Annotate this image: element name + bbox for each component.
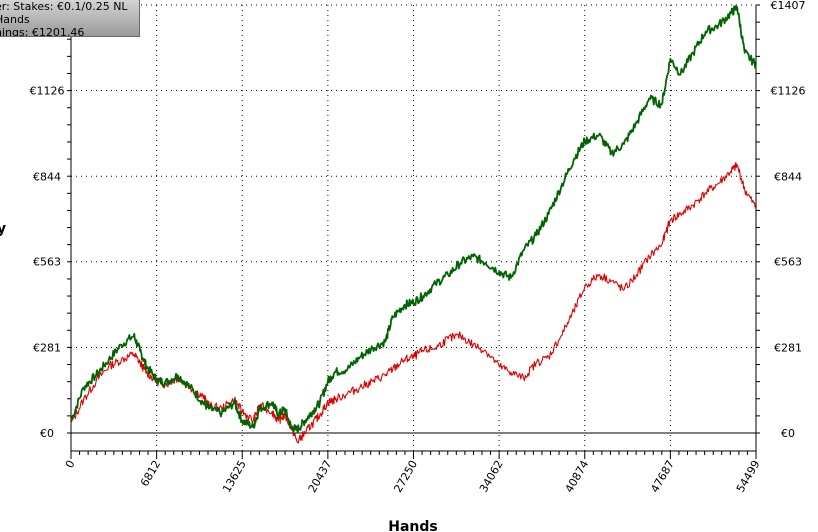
y-tick-label-right: €281 — [774, 342, 802, 355]
x-tick-label: 54499 — [734, 458, 763, 495]
y-tick-label-left: €1126 — [30, 84, 65, 97]
x-tick-label: 47687 — [648, 458, 677, 495]
series-lines — [70, 5, 757, 444]
x-axis-title: Hands — [388, 519, 438, 532]
y-tick-label-right: €563 — [774, 256, 802, 269]
x-tick-label: 0 — [63, 458, 78, 471]
y-tick-label-left: €844 — [33, 170, 61, 183]
legend-box: er: Stakes: €0.1/0.25 NL Hands nings: €1… — [0, 0, 140, 37]
legend-stakes: er: Stakes: €0.1/0.25 NL — [0, 0, 128, 13]
y-tick-label-right: €0 — [781, 427, 795, 440]
x-tick-label: 40874 — [563, 458, 592, 495]
legend-hands: Hands — [0, 13, 30, 26]
chart-frame — [67, 4, 760, 459]
tick-labels: €0 €0 €281 €281 €563 €563 €844 €844 €1126 €1126 €1… — [30, 0, 806, 495]
x-tick-label: 27250 — [391, 458, 420, 495]
y-tick-label-left: €0 — [40, 427, 54, 440]
y-tick-label-right: €1407 — [771, 0, 806, 12]
legend-winnings: nings: €1201.46 — [0, 26, 85, 37]
x-tick-label: 34062 — [477, 458, 506, 495]
y-tick-label-right: €844 — [774, 170, 802, 183]
x-tick-label: 6812 — [138, 458, 163, 489]
grid-lines — [71, 4, 756, 451]
y-tick-label-left: €563 — [33, 256, 61, 269]
x-tick-label: 13625 — [220, 458, 249, 495]
y-tick-label-left: €281 — [33, 342, 61, 355]
y-tick-label-right: €1126 — [771, 84, 806, 97]
x-tick-label: 20437 — [306, 458, 335, 495]
y-axis-title-fragment: y — [0, 221, 7, 237]
series-line-green — [70, 5, 757, 434]
